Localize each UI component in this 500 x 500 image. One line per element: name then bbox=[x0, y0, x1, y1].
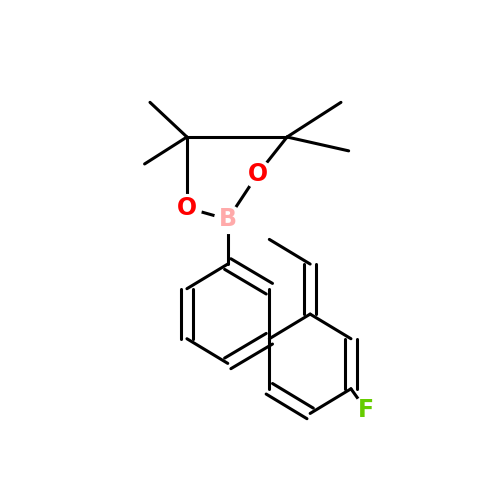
Text: F: F bbox=[358, 398, 374, 422]
Text: O: O bbox=[248, 162, 268, 186]
Text: O: O bbox=[177, 196, 197, 220]
Text: B: B bbox=[219, 208, 237, 232]
